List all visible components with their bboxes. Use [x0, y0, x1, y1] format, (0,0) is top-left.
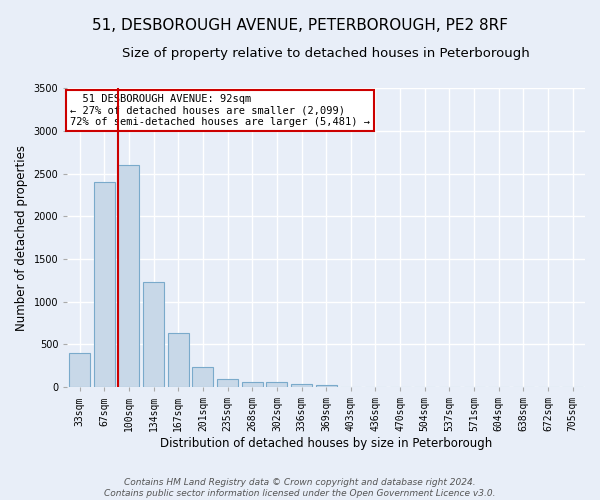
- Bar: [316, 384, 337, 387]
- Bar: [217, 378, 238, 387]
- Text: Contains HM Land Registry data © Crown copyright and database right 2024.
Contai: Contains HM Land Registry data © Crown c…: [104, 478, 496, 498]
- Bar: [69, 353, 90, 387]
- Text: 51 DESBOROUGH AVENUE: 92sqm
← 27% of detached houses are smaller (2,099)
72% of : 51 DESBOROUGH AVENUE: 92sqm ← 27% of det…: [70, 94, 370, 127]
- Bar: [266, 382, 287, 387]
- Bar: [242, 382, 263, 387]
- Y-axis label: Number of detached properties: Number of detached properties: [15, 144, 28, 330]
- Bar: [118, 165, 139, 387]
- Bar: [193, 366, 214, 387]
- X-axis label: Distribution of detached houses by size in Peterborough: Distribution of detached houses by size …: [160, 437, 492, 450]
- Bar: [291, 384, 312, 387]
- Bar: [143, 282, 164, 387]
- Text: 51, DESBOROUGH AVENUE, PETERBOROUGH, PE2 8RF: 51, DESBOROUGH AVENUE, PETERBOROUGH, PE2…: [92, 18, 508, 32]
- Title: Size of property relative to detached houses in Peterborough: Size of property relative to detached ho…: [122, 48, 530, 60]
- Bar: [168, 334, 189, 387]
- Bar: [94, 182, 115, 387]
